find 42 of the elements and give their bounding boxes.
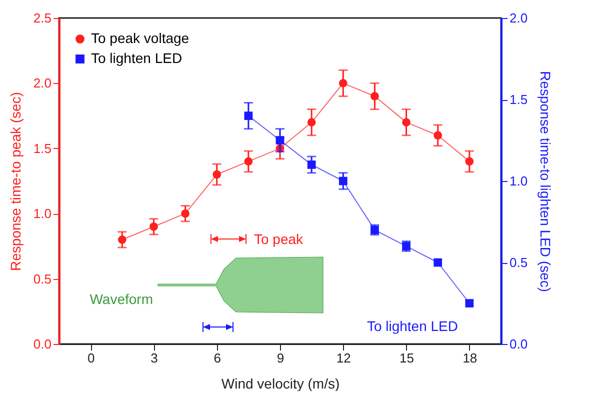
x-tick-label: 18: [462, 350, 478, 366]
point: [244, 112, 253, 120]
y2-tick-label: 2.0: [510, 10, 528, 26]
point: [465, 157, 474, 166]
point: [434, 131, 442, 140]
legend-label: To lighten LED: [91, 50, 182, 66]
x-tick-label: 12: [336, 350, 351, 366]
point: [338, 176, 348, 186]
point: [370, 92, 379, 100]
y2-tick-label: 0.5: [510, 255, 528, 270]
y2-tick-label: 0.0: [510, 336, 528, 352]
y-tick-label: 2.5: [33, 10, 52, 26]
point: [307, 118, 316, 126]
y-tick-label: 1.0: [33, 206, 52, 222]
y-tick-label: 0.5: [33, 271, 52, 286]
y2-tick-label: 1.0: [510, 174, 528, 188]
annotation: To peak: [254, 231, 304, 247]
x-tick-label: 3: [150, 350, 158, 366]
y-axis-title: Response time-to peak (sec): [7, 92, 24, 271]
point: [307, 160, 316, 169]
x-tick-label: 9: [276, 350, 284, 366]
x-tick-label: 0: [87, 350, 95, 366]
y2-axis-title: Response time-to lighten LED (sec): [538, 71, 554, 292]
point: [150, 222, 158, 231]
annotation: Waveform: [90, 291, 153, 307]
x-tick-label: 6: [214, 350, 221, 366]
point: [276, 136, 284, 144]
point: [181, 209, 190, 218]
legend-label: To peak voltage: [91, 30, 190, 46]
point: [244, 157, 253, 166]
point: [212, 170, 222, 179]
y-tick-label: 0.0: [33, 336, 52, 352]
point: [465, 299, 474, 308]
point: [434, 258, 442, 267]
point: [338, 79, 348, 88]
point: [402, 118, 410, 126]
y2-tick-label: 1.5: [510, 92, 528, 107]
x-tick-label: 15: [400, 350, 414, 366]
y-tick-label: 2.0: [33, 76, 52, 91]
annotation: To lighten LED: [366, 318, 458, 334]
y-tick-label: 1.5: [33, 140, 52, 156]
point: [118, 236, 126, 244]
